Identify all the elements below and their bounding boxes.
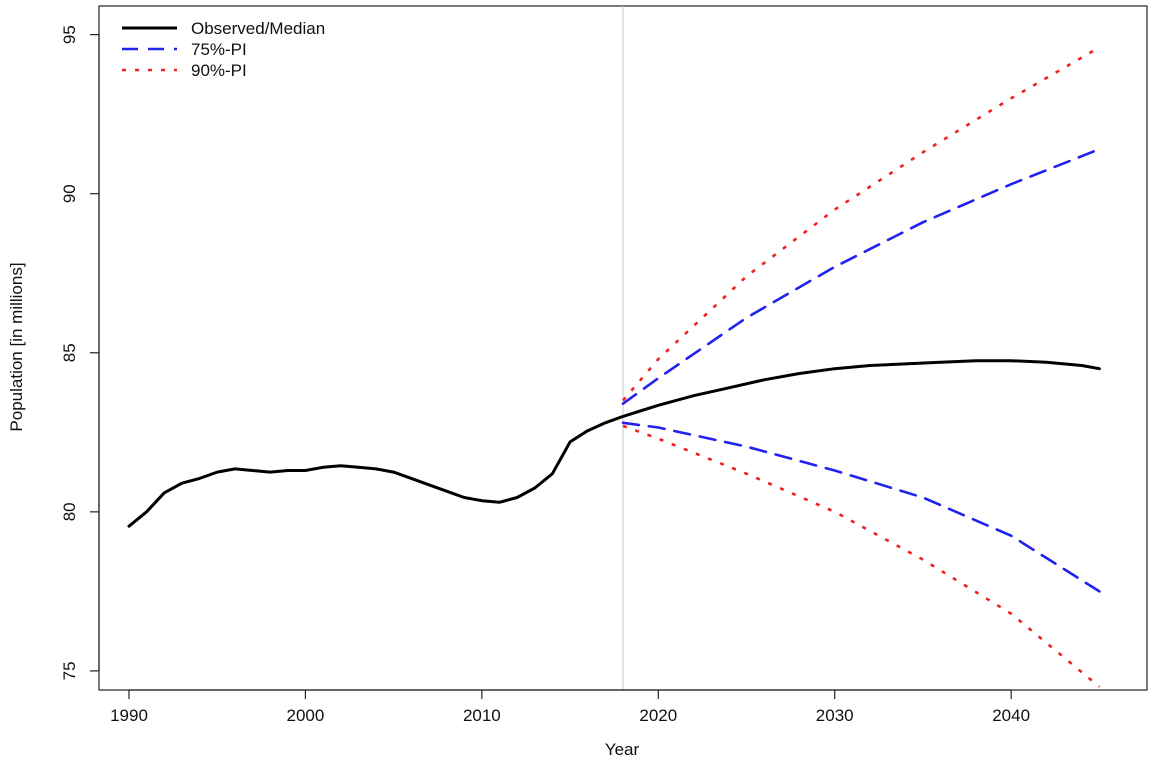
legend-label: 75%-PI — [191, 40, 247, 59]
y-tick-label: 95 — [60, 25, 79, 44]
x-tick-label: 2020 — [639, 706, 677, 725]
x-axis-title: Year — [605, 740, 640, 759]
y-tick-label: 85 — [60, 343, 79, 362]
series-layer — [127, 46, 1101, 688]
x-tick-label: 2030 — [816, 706, 854, 725]
series-line-lower-1 — [621, 421, 1101, 593]
series-line-upper-1 — [621, 147, 1101, 405]
x-tick-label: 2010 — [463, 706, 501, 725]
legend: Observed/Median 75%-PI 90%-PI — [122, 19, 325, 80]
y-tick-label: 80 — [60, 502, 79, 521]
legend-label: Observed/Median — [191, 19, 325, 38]
x-tick-label: 2000 — [287, 706, 325, 725]
x-tick-label: 1990 — [110, 706, 148, 725]
series-line-median — [127, 359, 1101, 528]
y-axis-title: Population [in millions] — [7, 262, 26, 431]
x-tick-label: 2040 — [992, 706, 1030, 725]
y-tick-label: 90 — [60, 184, 79, 203]
y-axis: 75 80 85 90 95 — [60, 25, 100, 680]
y-tick-label: 75 — [60, 661, 79, 680]
series-line-lower-2 — [622, 424, 1101, 688]
legend-label: 90%-PI — [191, 61, 247, 80]
series-line-upper-2 — [622, 46, 1101, 402]
x-axis: 1990 2000 2010 2020 2030 2040 — [110, 689, 1030, 725]
